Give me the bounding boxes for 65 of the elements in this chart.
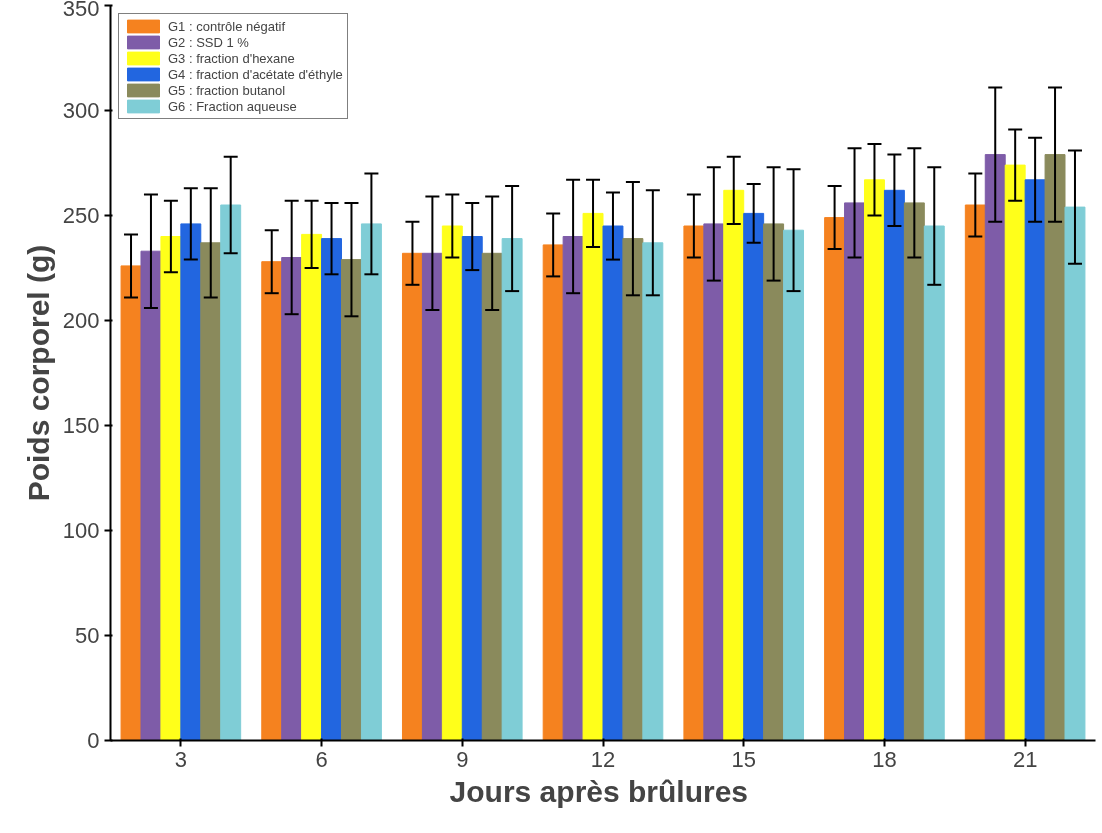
x-tick-label: 3	[174, 746, 187, 772]
bar	[120, 265, 142, 741]
x-tick-label: 15	[731, 746, 756, 772]
bar	[984, 154, 1006, 741]
bar	[160, 236, 182, 741]
bar	[441, 225, 463, 741]
x-tick-label: 12	[590, 746, 616, 772]
bar	[903, 202, 925, 741]
y-axis-title: Poids corporel (g)	[21, 244, 55, 502]
y-tick-label: 100	[62, 518, 100, 543]
legend-label: G1 : contrôle négatif	[168, 18, 286, 34]
x-tick-label: 9	[456, 746, 469, 772]
bar	[542, 244, 564, 741]
y-tick-label: 50	[75, 623, 100, 648]
bar	[883, 189, 905, 741]
bar	[301, 233, 323, 741]
bar	[683, 225, 705, 741]
bar	[140, 250, 162, 741]
x-axis-title: Jours après brûlures	[449, 774, 749, 808]
x-tick-label: 6	[315, 746, 328, 772]
bar	[220, 204, 242, 741]
bar	[341, 259, 362, 741]
bar	[1024, 179, 1046, 741]
bar	[923, 225, 945, 741]
bar	[321, 238, 343, 741]
bar	[602, 225, 624, 741]
legend-label: G3 : fraction d'hexane	[168, 50, 295, 66]
x-tick-label: 18	[872, 746, 897, 772]
legend-label: G6 : Fraction aqueuse	[168, 98, 297, 114]
y-tick-label: 150	[62, 413, 100, 438]
bar	[1004, 164, 1026, 741]
y-tick-label: 250	[62, 203, 100, 228]
bar	[824, 217, 846, 741]
bar	[783, 229, 805, 741]
bar	[642, 242, 664, 741]
bar	[461, 236, 483, 741]
bar	[703, 223, 725, 741]
bar	[1044, 154, 1066, 741]
bar	[763, 223, 785, 741]
bar	[200, 242, 222, 741]
bar	[723, 189, 745, 741]
bar	[501, 238, 523, 741]
legend-label: G2 : SSD 1 %	[168, 34, 249, 50]
bar	[281, 257, 303, 741]
bar	[844, 202, 865, 741]
bar	[964, 204, 986, 741]
bar	[1064, 206, 1086, 741]
y-tick-label: 350	[62, 0, 100, 21]
legend-label: G5 : fraction butanol	[168, 82, 286, 98]
bar	[360, 223, 382, 741]
bar	[421, 252, 443, 741]
bar	[622, 238, 644, 741]
y-tick-label: 0	[87, 728, 100, 753]
y-tick-label: 300	[62, 98, 100, 123]
legend-label: G4 : fraction d'acétate d'éthyle	[168, 66, 343, 82]
bar	[562, 236, 584, 741]
bar	[261, 261, 283, 741]
bar	[180, 223, 202, 741]
bar	[401, 252, 423, 741]
bar	[743, 212, 765, 741]
y-tick-label: 200	[62, 308, 100, 333]
x-tick-label: 21	[1012, 746, 1038, 772]
bar	[481, 252, 503, 741]
bar	[582, 212, 604, 741]
bar	[863, 179, 885, 741]
